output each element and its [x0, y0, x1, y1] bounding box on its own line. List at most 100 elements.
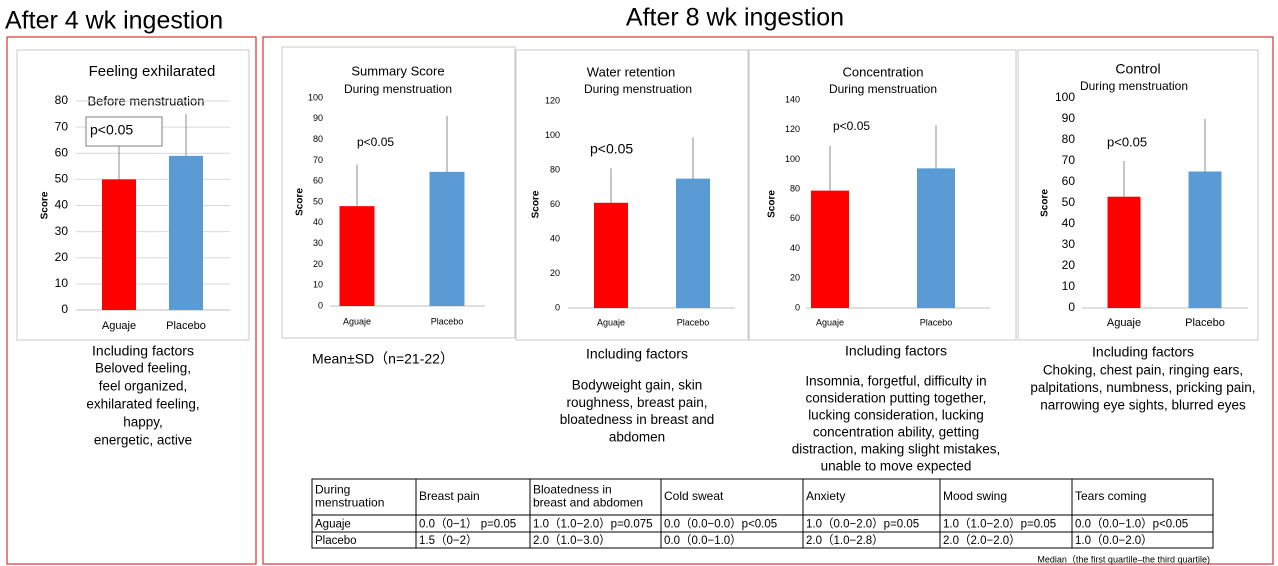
chart-subtitle: During menstruation — [829, 82, 937, 96]
table-cell: 0.0（0−1） p=0.05 — [419, 518, 516, 531]
x-tick-label: Aguaje — [1107, 317, 1141, 329]
factors-title: Including factors — [92, 343, 194, 359]
y-tick-label: 100 — [785, 154, 800, 164]
factors-line: consideration putting together, — [806, 391, 987, 406]
factors-line: distraction, making slight mistakes, — [792, 442, 1001, 457]
x-tick-label: Aguaje — [343, 316, 371, 326]
chart-subtitle: During menstruation — [1080, 79, 1188, 93]
y-tick-label: 30 — [1062, 237, 1076, 251]
bar — [1107, 196, 1141, 308]
x-tick-label: Aguaje — [816, 317, 844, 327]
y-tick-label: 20 — [313, 259, 323, 269]
stat-note: Mean±SD（n=21-22） — [312, 351, 454, 367]
panel — [281, 46, 516, 339]
x-tick-label: Placebo — [1185, 317, 1225, 329]
table-note: Median（the first quartile–the third quar… — [1037, 554, 1210, 564]
table-header: Cold sweat — [664, 489, 724, 503]
factors-line: energetic, active — [94, 433, 192, 448]
y-tick-label: 40 — [1062, 216, 1076, 230]
right-frame — [262, 36, 1274, 565]
table-cell: 2.0（1.0−3.0） — [533, 534, 611, 547]
chart-title: Feeling exhilarated — [89, 63, 216, 80]
factors-line: unable to move expected — [821, 459, 972, 474]
factors-line: happy, — [123, 415, 163, 430]
x-tick-label: Placebo — [677, 317, 710, 327]
y-tick-label: 30 — [313, 238, 323, 248]
factors-line: Bodyweight gain, skin — [572, 378, 703, 393]
annotation: p<0.05 — [833, 119, 870, 133]
factors-line: bloatedness in breast and — [560, 412, 715, 427]
factors-line: feel organized, — [99, 379, 188, 394]
chart-title: Control — [1115, 61, 1160, 77]
bar — [429, 171, 465, 306]
y-tick-label: 40 — [55, 198, 69, 212]
y-axis-label: Score — [767, 190, 778, 218]
factors-line: concentration ability, getting — [813, 425, 979, 440]
bar — [811, 190, 849, 308]
chart-subtitle: During menstruation — [344, 82, 452, 96]
chart-subtitle: During menstruation — [584, 82, 692, 96]
y-tick-label: 80 — [1062, 132, 1076, 146]
table-header: During — [315, 483, 350, 497]
table-cell: 1.5（0−2） — [419, 534, 478, 547]
factors-title: Including factors — [845, 343, 947, 359]
y-tick-label: 100 — [308, 92, 323, 102]
x-tick-label: Aguaje — [102, 320, 136, 332]
bar — [917, 168, 955, 308]
y-tick-label: 80 — [550, 164, 560, 174]
y-tick-label: 30 — [55, 224, 69, 238]
y-tick-label: 0 — [1068, 300, 1075, 314]
y-tick-label: 0 — [318, 300, 323, 310]
y-tick-label: 140 — [785, 94, 800, 104]
y-tick-label: 100 — [1055, 90, 1075, 104]
left-frame — [6, 36, 257, 565]
bar — [339, 206, 375, 306]
y-tick-label: 120 — [785, 124, 800, 134]
y-tick-label: 70 — [313, 155, 323, 165]
x-tick-label: Placebo — [166, 320, 206, 332]
y-tick-label: 50 — [313, 196, 323, 206]
y-tick-label: 60 — [1062, 174, 1076, 188]
y-tick-label: 120 — [545, 95, 560, 105]
table-cell: 0.0（0.0−0.0）p<0.05 — [664, 518, 777, 531]
factors-title: Including factors — [1092, 344, 1194, 360]
table-header: Anxiety — [806, 489, 845, 503]
table-header: Mood swing — [943, 489, 1007, 503]
factors-line: narrowing eye sights, blurred eyes — [1040, 398, 1246, 413]
y-axis-label: Score — [40, 191, 51, 219]
y-tick-label: 70 — [1062, 153, 1076, 167]
y-tick-label: 20 — [550, 268, 560, 278]
factors-line: roughness, breast pain, — [566, 395, 707, 410]
y-tick-label: 60 — [313, 176, 323, 186]
y-tick-label: 60 — [790, 213, 800, 223]
chart-title: Water retention — [587, 64, 675, 79]
factors-line: palpitations, numbness, pricking pain, — [1030, 380, 1255, 395]
y-tick-label: 20 — [790, 273, 800, 283]
annotation: p<0.05 — [90, 122, 133, 138]
annotation-box — [85, 116, 163, 147]
factors-line: abdomen — [609, 429, 665, 444]
bar — [594, 202, 628, 308]
y-axis-label: Score — [531, 190, 542, 218]
table-header: Breast pain — [419, 489, 480, 503]
y-tick-label: 0 — [795, 302, 800, 312]
heading: After 8 wk ingestion — [626, 4, 844, 32]
bar — [169, 155, 203, 310]
table-cell: Aguaje — [315, 519, 351, 531]
y-tick-label: 10 — [313, 280, 323, 290]
y-tick-label: 80 — [313, 134, 323, 144]
y-tick-label: 10 — [55, 276, 69, 290]
annotation: p<0.05 — [1107, 134, 1147, 149]
factors-line: Choking, chest pain, ringing ears, — [1043, 363, 1243, 378]
factors-title: Including factors — [586, 346, 688, 362]
table-cell: 0.0（0.0−1.0）p<0.05 — [1075, 518, 1188, 531]
y-tick-label: 0 — [61, 302, 68, 316]
chart-title: Summary Score — [351, 63, 444, 78]
table-header: breast and abdomen — [533, 496, 643, 510]
table-cell: 2.0（1.0−2.8） — [806, 534, 884, 547]
heading: After 4 wk ingestion — [5, 7, 223, 35]
table-header: Bloatedness in — [533, 483, 612, 497]
x-tick-label: Placebo — [920, 317, 953, 327]
annotation: p<0.05 — [590, 141, 633, 157]
